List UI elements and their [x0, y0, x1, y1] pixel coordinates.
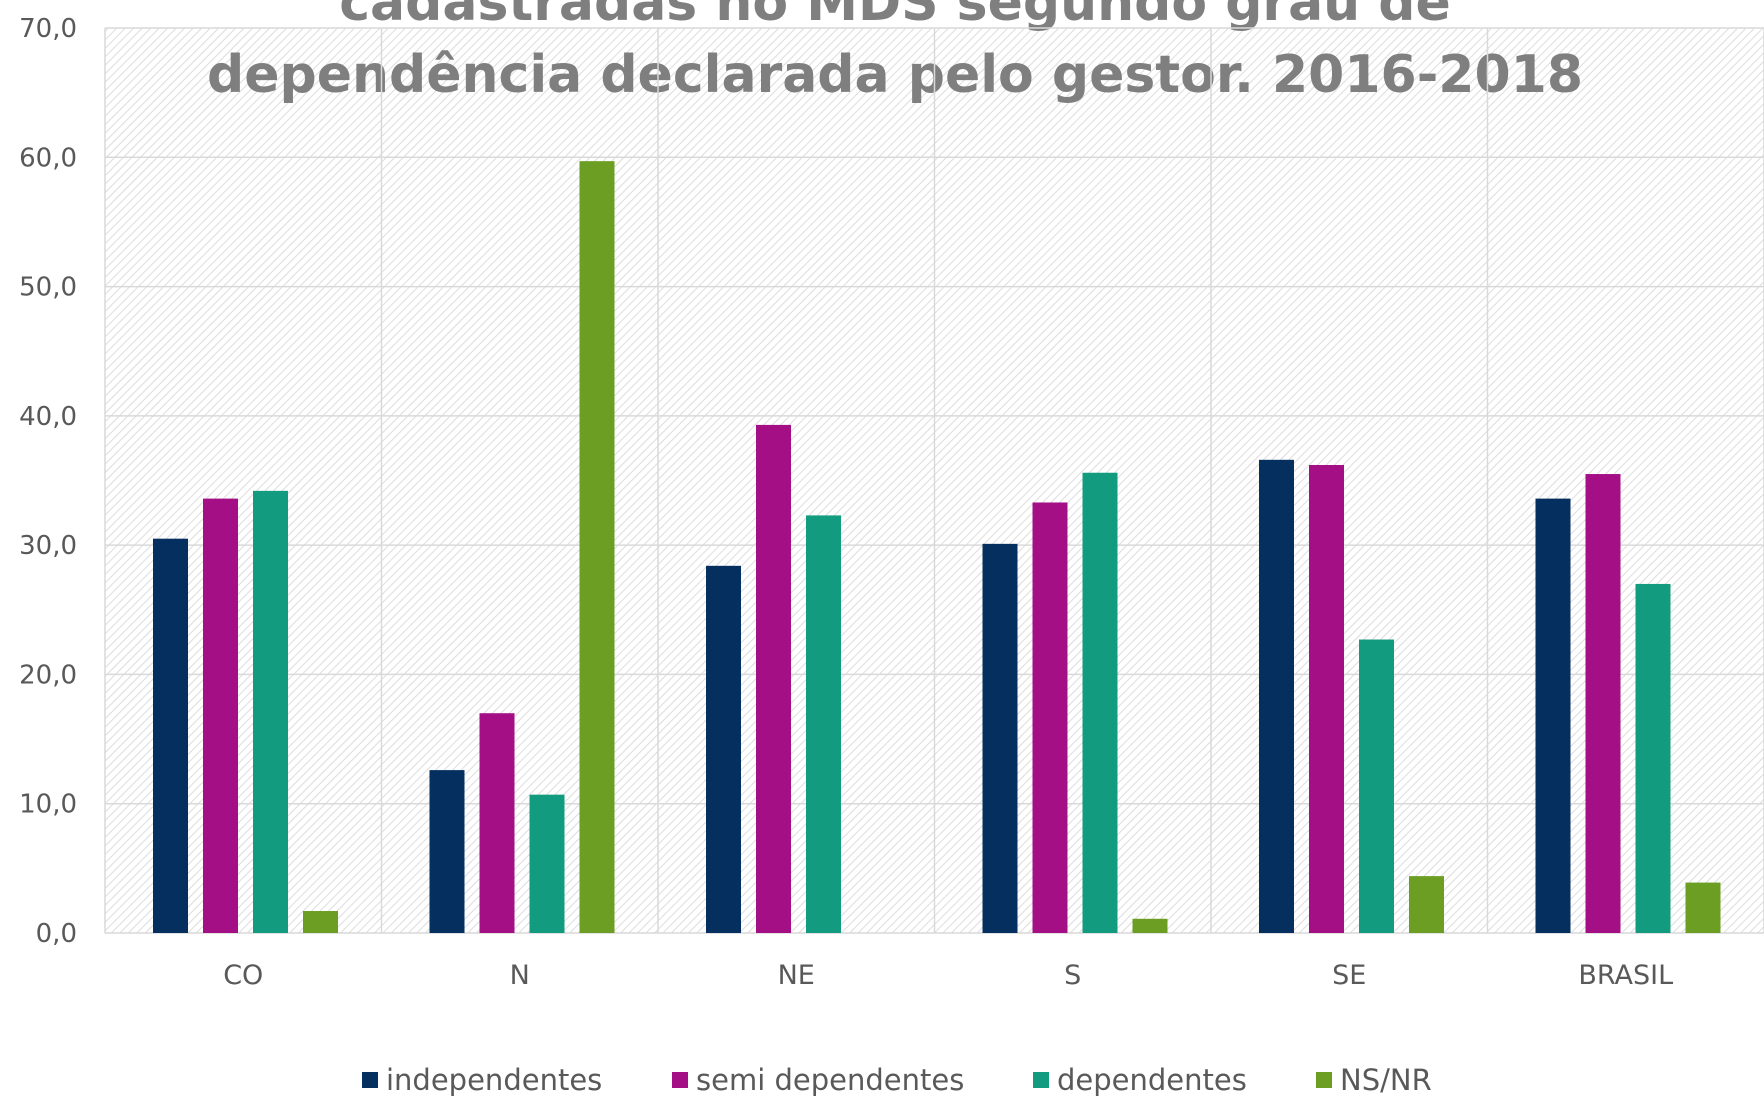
legend-label: semi dependentes: [696, 1063, 964, 1096]
bar: [1635, 583, 1671, 933]
legend-label: dependentes: [1057, 1063, 1247, 1096]
bar: [253, 490, 288, 933]
legend-swatch: [362, 1072, 378, 1088]
bar: [579, 161, 615, 933]
bar: [479, 713, 515, 933]
y-tick-label: 60,0: [19, 143, 77, 173]
bar: [1082, 472, 1118, 933]
y-tick-label: 30,0: [19, 531, 77, 561]
bar: [1132, 918, 1168, 933]
legend-swatch: [1316, 1072, 1332, 1088]
bar: [1032, 502, 1068, 933]
x-tick-label: CO: [223, 960, 263, 991]
bar: [1685, 882, 1721, 933]
x-tick-label: SE: [1332, 960, 1366, 991]
legend-label: independentes: [386, 1063, 602, 1096]
bar: [982, 543, 1018, 933]
x-tick-label: N: [510, 960, 530, 991]
y-tick-label: 0,0: [36, 919, 77, 949]
bar: [1259, 459, 1294, 933]
bar: [706, 565, 741, 933]
x-tick-label: NE: [778, 960, 815, 991]
bar: [429, 770, 465, 933]
bar: [1409, 876, 1444, 933]
bar: [153, 538, 188, 933]
legend-label: NS/NR: [1340, 1063, 1432, 1096]
bar: [1535, 498, 1571, 933]
chart-title: dependência declarada pelo gestor. 2016-…: [207, 45, 1583, 105]
bar: [806, 515, 841, 933]
y-tick-label: 40,0: [19, 402, 77, 432]
bar: [1309, 464, 1344, 933]
x-tick-label: S: [1064, 960, 1081, 991]
bar: [303, 911, 338, 933]
y-tick-label: 70,0: [19, 14, 77, 44]
x-tick-label: BRASIL: [1578, 960, 1673, 991]
bar: [1585, 474, 1621, 933]
y-tick-label: 20,0: [19, 660, 77, 690]
y-tick-label: 50,0: [19, 273, 77, 303]
bar: [203, 498, 238, 933]
bar: [1359, 639, 1394, 933]
legend-swatch: [672, 1072, 688, 1088]
y-tick-label: 10,0: [19, 790, 77, 820]
bar: [529, 794, 565, 933]
legend-swatch: [1033, 1072, 1049, 1088]
bar: [756, 424, 791, 933]
